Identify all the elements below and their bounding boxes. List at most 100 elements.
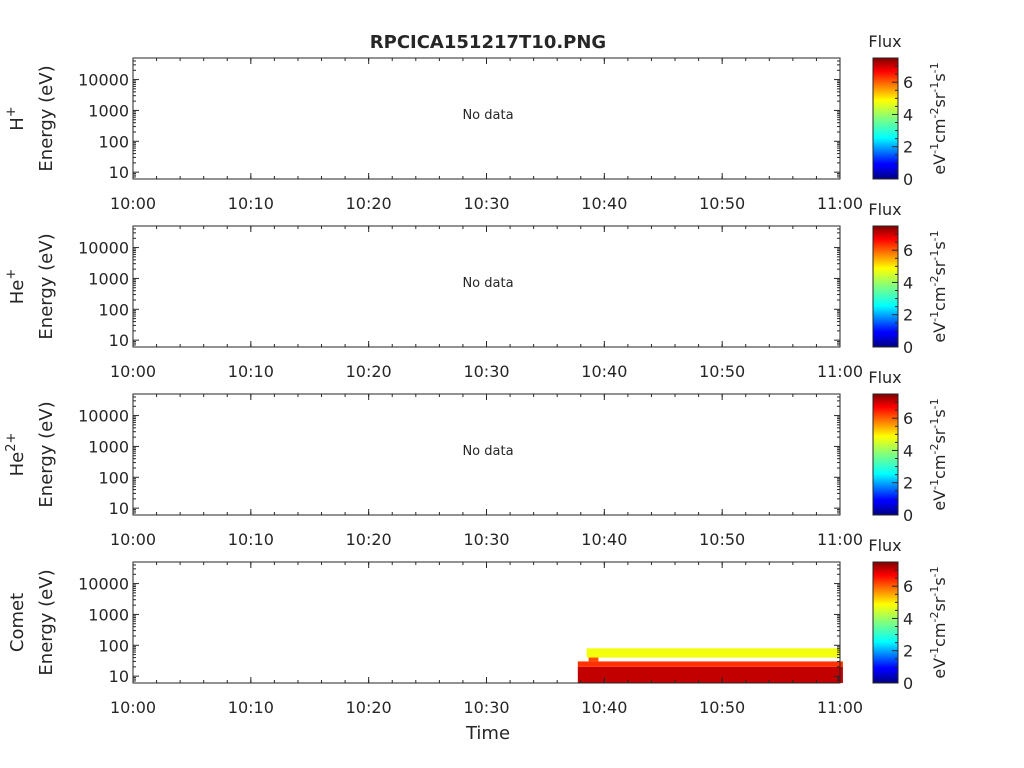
colorbar-tick-label: 2: [903, 306, 913, 325]
units-exponent: -1: [928, 479, 941, 490]
units-symbol: s: [930, 577, 949, 585]
flux-cell: [577, 661, 843, 667]
colorbar-units: eV-1cm-2sr-1s-1: [928, 62, 949, 174]
colorbar-tick-label: 2: [903, 138, 913, 157]
x-tick-label: 11:00: [817, 362, 863, 381]
units-symbol: cm: [930, 119, 949, 143]
colorbar-tick-label: 6: [903, 577, 913, 596]
x-tick-label: 10:30: [463, 194, 509, 213]
flux-cell: [577, 666, 843, 683]
y-tick-label: 10: [109, 499, 129, 518]
x-tick-label: 11:00: [817, 698, 863, 717]
x-tick-label: 10:20: [346, 530, 392, 549]
units-symbol: cm: [930, 287, 949, 311]
x-tick-label: 10:10: [228, 362, 274, 381]
units-exponent: -1: [928, 230, 941, 241]
units-main: eV: [930, 322, 949, 343]
no-data-annotation: No data: [462, 108, 513, 123]
colorbar-title: Flux: [868, 368, 901, 387]
colorbar-title: Flux: [868, 32, 901, 51]
units-exponent: -1: [928, 143, 941, 154]
y-tick-label: 1000: [88, 101, 129, 120]
x-tick-label: 10:50: [699, 530, 745, 549]
colorbar-tick-label: 4: [903, 105, 913, 124]
y-axis: 10 100 1000 10000: [78, 393, 840, 518]
colorbar-tick-label: 2: [903, 474, 913, 493]
x-axis-label: Time: [465, 723, 510, 744]
y-tick-label: 100: [98, 132, 129, 151]
units-exponent: -1: [928, 82, 941, 93]
x-tick-label: 10:50: [699, 362, 745, 381]
y-axis: 10 100 1000 10000: [78, 57, 840, 182]
x-tick-label: 11:00: [817, 530, 863, 549]
y-tick-label: 10000: [78, 239, 129, 258]
species-label: He2+: [4, 433, 28, 477]
colorbar-title: Flux: [868, 200, 901, 219]
x-tick-label: 10:50: [699, 194, 745, 213]
x-tick-label: 10:20: [346, 698, 392, 717]
y-tick-label: 10: [109, 331, 129, 350]
x-tick-label: 10:40: [581, 362, 627, 381]
colorbar-gradient: [872, 225, 899, 348]
y-tick-label: 1000: [88, 269, 129, 288]
flux-cell: [586, 648, 840, 658]
y-tick-label: 100: [98, 468, 129, 487]
x-tick-label: 10:00: [110, 698, 156, 717]
y-tick-label: 10: [109, 163, 129, 182]
units-exponent: -1: [928, 566, 941, 577]
colorbar-tick-label: 6: [903, 73, 913, 92]
x-tick-label: 10:10: [228, 194, 274, 213]
energy-axis-label: Energy (eV): [36, 401, 57, 507]
colorbar-tick-label: 0: [903, 506, 913, 525]
x-tick-label: 10:30: [463, 530, 509, 549]
x-tick-label: 10:30: [463, 698, 509, 717]
no-data-annotation: No data: [462, 444, 513, 459]
units-exponent: -2: [928, 276, 941, 287]
colorbar-tick-label: 0: [903, 674, 913, 693]
units-exponent: -1: [928, 647, 941, 658]
y-axis: 10 100 1000 10000: [78, 225, 840, 350]
species-name: Comet: [7, 593, 28, 652]
units-exponent: -1: [928, 311, 941, 322]
units-main: eV: [930, 154, 949, 175]
x-tick-label: 10:40: [581, 530, 627, 549]
units-symbol: s: [930, 73, 949, 81]
units-symbol: sr: [930, 428, 949, 443]
energy-axis-label: Energy (eV): [36, 233, 57, 339]
x-tick-label: 10:20: [346, 194, 392, 213]
panel-3-data: [577, 648, 843, 683]
species-charge: +: [4, 269, 19, 280]
colorbar-tick-label: 0: [903, 338, 913, 357]
units-main: eV: [930, 658, 949, 679]
units-exponent: -1: [928, 418, 941, 429]
units-symbol: sr: [930, 260, 949, 275]
y-tick-label: 100: [98, 636, 129, 655]
y-tick-label: 1000: [88, 605, 129, 624]
units-exponent: -1: [928, 586, 941, 597]
colorbar-tick-label: 2: [903, 642, 913, 661]
x-tick-label: 10:10: [228, 698, 274, 717]
species-name: He: [7, 452, 28, 477]
colorbar-units: eV-1cm-2sr-1s-1: [928, 566, 949, 678]
colorbar-gradient: [872, 393, 899, 516]
y-tick-label: 10000: [78, 575, 129, 594]
x-tick-label: 10:30: [463, 362, 509, 381]
units-main: eV: [930, 490, 949, 511]
x-axis: 10:00 10:10 10:20 10:30 10:40 10:50 11:00: [110, 394, 863, 549]
y-tick-label: 100: [98, 300, 129, 319]
x-axis: 10:00 10:10 10:20 10:30 10:40 10:50 11:00: [110, 562, 863, 717]
x-tick-label: 10:00: [110, 530, 156, 549]
colorbar: 0 2 4 6 Flux eV-1cm-2sr-1s-1: [868, 32, 949, 189]
colorbar-tick-label: 6: [903, 409, 913, 428]
x-axis: 10:00 10:10 10:20 10:30 10:40 10:50 11:00: [110, 58, 863, 213]
colorbar-gradient: [872, 561, 899, 684]
x-tick-label: 10:50: [699, 698, 745, 717]
colorbar-tick-label: 0: [903, 170, 913, 189]
x-tick-label: 10:00: [110, 194, 156, 213]
x-tick-label: 11:00: [817, 194, 863, 213]
